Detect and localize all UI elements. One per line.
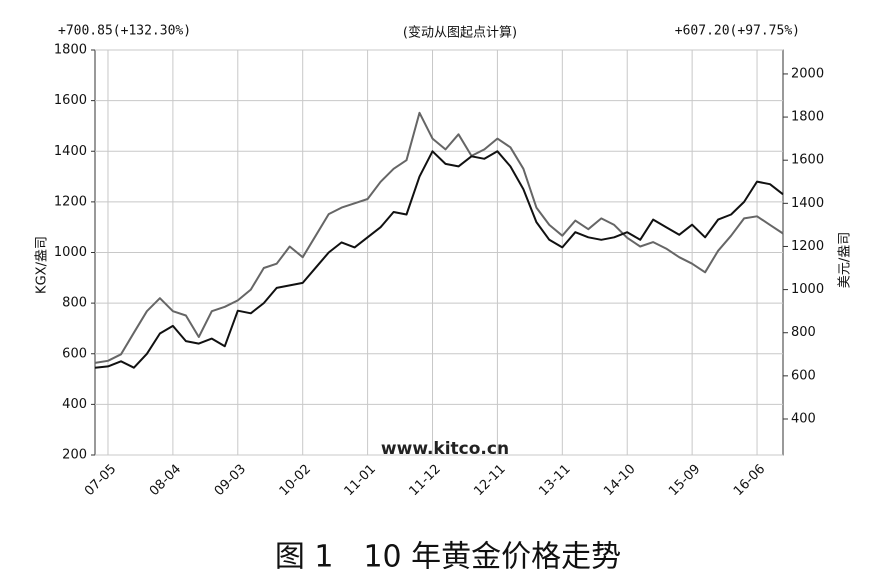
y2-tick-label: 1000	[791, 282, 824, 297]
y-tick-label: 1000	[54, 245, 87, 260]
left-note: +700.85(+132.30%)	[58, 24, 191, 39]
x-tick-label: 09-03	[212, 462, 249, 499]
y2-tick-label: 1400	[791, 196, 824, 211]
line-series	[94, 150, 784, 369]
y-tick-label: 800	[62, 296, 87, 311]
x-tick-label: 10-02	[277, 462, 314, 499]
y2-axis-label: 美元/盎司	[838, 232, 853, 288]
x-tick-label: 14-10	[601, 462, 638, 499]
x-tick-label: 08-04	[147, 462, 184, 499]
y2-tick-label: 400	[791, 411, 816, 426]
x-tick-label: 15-09	[666, 462, 703, 499]
x-tick-label: 12-11	[471, 462, 508, 499]
y-tick-label: 1400	[54, 144, 87, 159]
y2-tick-label: 600	[791, 368, 816, 383]
y2-tick-label: 1600	[791, 153, 824, 168]
y-tick-label: 1600	[54, 93, 87, 108]
x-tick-label: 11-12	[406, 462, 443, 499]
caption: 图 1 10 年黄金价格走势	[275, 540, 621, 575]
right-note: +607.20(+97.75%)	[675, 24, 800, 39]
y-tick-label: 1800	[54, 43, 87, 58]
y-tick-label: 600	[62, 346, 87, 361]
subtitle: (变动从图起点计算)	[403, 25, 517, 41]
y-tick-label: 200	[62, 448, 87, 463]
x-tick-label: 07-05	[82, 462, 119, 499]
watermark: www.kitco.cn	[381, 439, 509, 459]
y-axis-label: KGX/盎司	[35, 236, 50, 294]
y2-tick-label: 1200	[791, 239, 824, 254]
y-tick-label: 1200	[54, 194, 87, 209]
y2-tick-label: 2000	[791, 66, 824, 81]
line-series	[94, 111, 784, 364]
y-tick-label: 400	[62, 397, 87, 412]
x-tick-label: 11-01	[342, 462, 379, 499]
y2-tick-label: 1800	[791, 110, 824, 125]
x-tick-label: 13-11	[536, 462, 573, 499]
x-tick-label: 16-06	[731, 462, 768, 499]
y2-tick-label: 800	[791, 325, 816, 340]
